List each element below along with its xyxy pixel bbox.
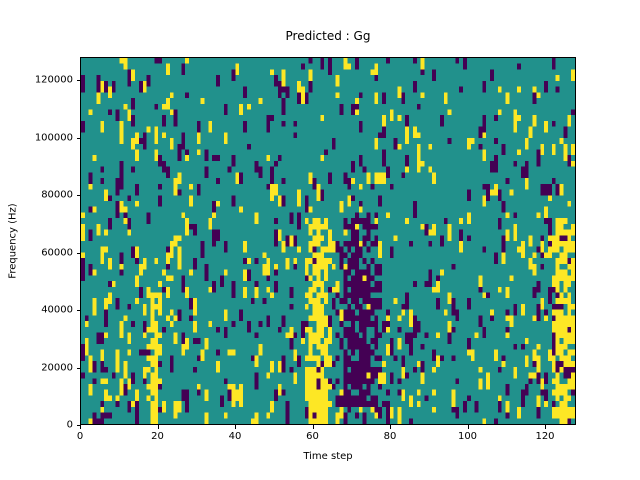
x-tick-label: 40 xyxy=(228,431,242,442)
x-tick-label: 0 xyxy=(76,431,84,442)
y-tick-mark xyxy=(76,367,80,369)
heatmap-axes xyxy=(80,57,576,425)
x-tick-label: 60 xyxy=(306,431,319,442)
y-axis-tick-labels: 0 20000 40000 60000 80000 100000 120000 xyxy=(0,0,73,480)
y-axis-label: Frequency (Hz) xyxy=(7,203,19,279)
page-title: Predicted : Gg xyxy=(285,29,371,43)
x-tick-label: 120 xyxy=(535,431,555,442)
y-tick-mark xyxy=(76,310,80,311)
y-tick-mark xyxy=(76,252,80,254)
y-tick-label: 120000 xyxy=(34,74,73,86)
x-tick-mark xyxy=(545,425,546,429)
y-tick-mark xyxy=(76,80,80,81)
x-tick-mark xyxy=(235,425,236,429)
x-tick-mark xyxy=(467,425,469,429)
y-tick-label: 40000 xyxy=(41,304,73,316)
x-tick-mark xyxy=(157,425,159,429)
y-tick-label: 60000 xyxy=(41,247,73,258)
y-tick-mark xyxy=(76,137,80,139)
x-tick-label: 20 xyxy=(151,431,164,442)
y-tick-label: 100000 xyxy=(34,132,73,143)
x-tick-mark xyxy=(390,425,391,429)
y-tick-label: 0 xyxy=(66,419,73,431)
x-tick-mark xyxy=(80,425,81,429)
y-tick-mark xyxy=(76,195,80,196)
x-axis-label: Time step xyxy=(303,451,353,462)
x-tick-mark xyxy=(312,425,314,429)
x-tick-label: 100 xyxy=(457,431,478,442)
heatmap-image xyxy=(81,58,575,424)
y-tick-mark xyxy=(76,425,80,426)
y-tick-label: 20000 xyxy=(41,362,73,373)
x-tick-label: 80 xyxy=(383,431,397,442)
y-tick-label: 80000 xyxy=(41,189,73,201)
